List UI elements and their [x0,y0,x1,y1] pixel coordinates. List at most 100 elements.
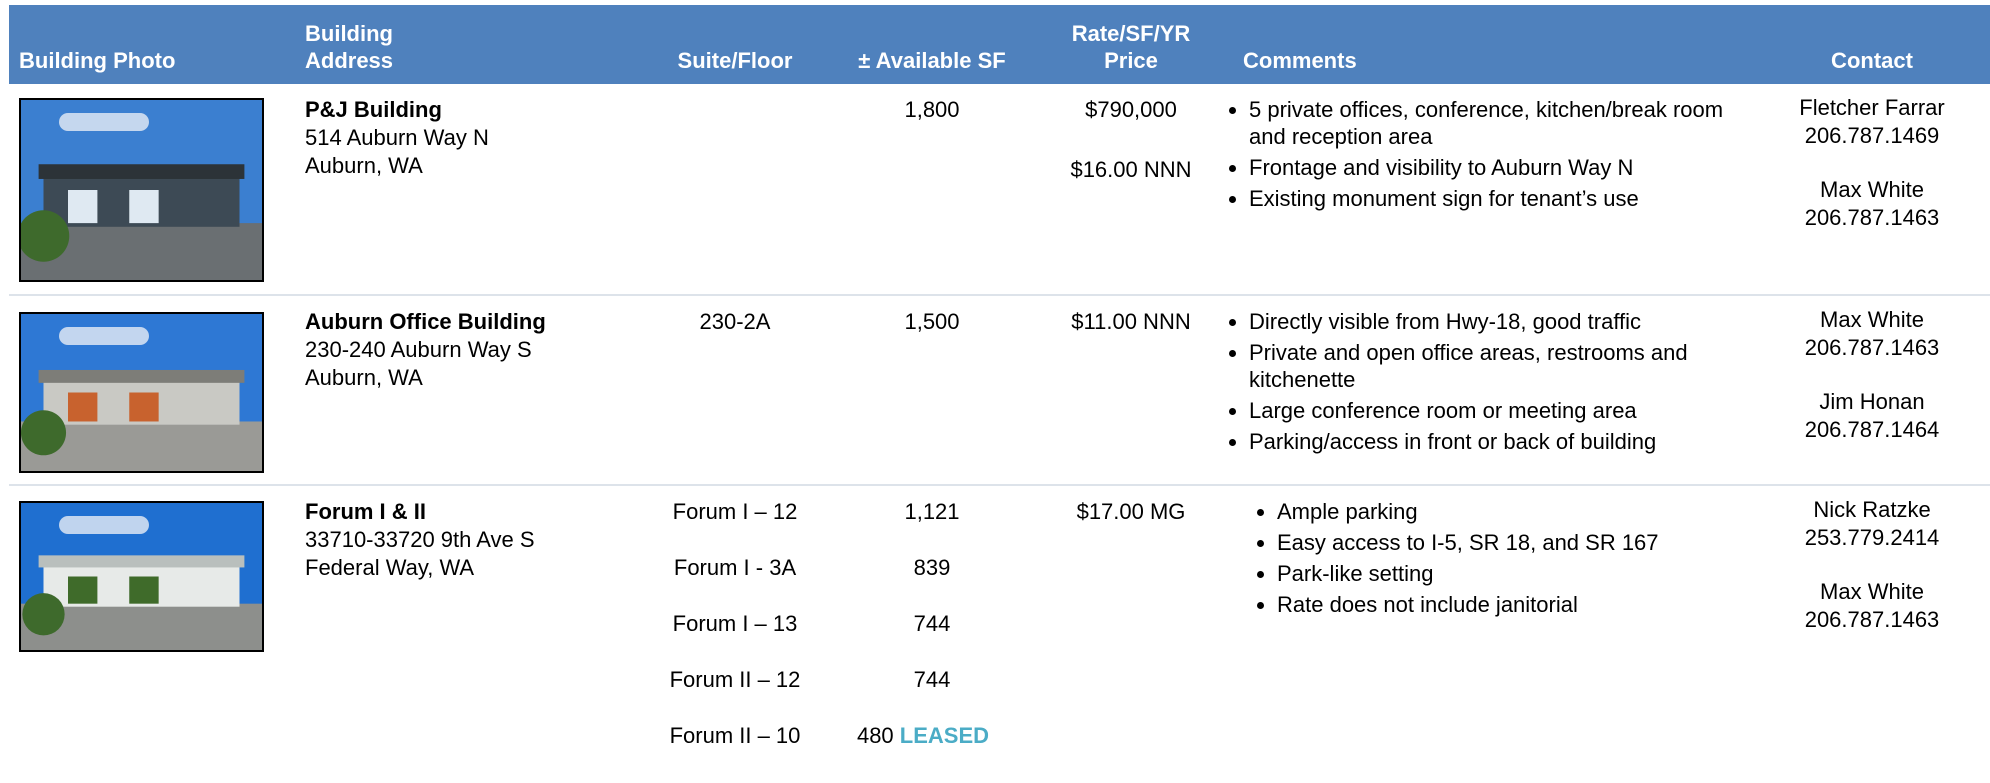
comment: Private and open office areas, restrooms… [1249,339,1741,393]
available-sf: 1,121 [904,498,959,526]
suite: Forum I - 3A [674,554,796,582]
sf-value: 480 [857,723,894,748]
header-cell: Contact [1831,47,1913,74]
comment-list: Ample parking Easy access to I-5, SR 18, … [1243,498,1753,618]
header-text: Building Photo [19,47,175,74]
header-text: ± Available SF [858,47,1005,74]
rate: $17.00 MG [1077,498,1186,526]
building-photo [19,312,264,473]
sf-value: 839 [914,555,951,580]
contact-name: Max White [1799,176,1944,204]
header-text: Building [305,20,393,47]
detail [68,393,97,422]
building-photo [19,501,264,652]
suite: Forum I – 13 [673,610,798,638]
address-line: Federal Way, WA [305,554,535,582]
address-cell: P&J Building514 Auburn Way NAuburn, WA [305,96,489,180]
address-line: 33710-33720 9th Ave S [305,526,535,554]
comment: Rate does not include janitorial [1277,591,1753,618]
detail [129,393,158,422]
comment: Directly visible from Hwy-18, good traff… [1249,308,1741,335]
available-sf: 1,800 [904,96,959,124]
comment: 5 private offices, conference, kitchen/b… [1249,96,1741,150]
roof [39,164,245,179]
comment: Ample parking [1277,498,1753,525]
available-sf: 744 [914,610,951,638]
unit-status: LEASED [900,723,989,748]
contact-name: Fletcher Farrar [1799,94,1944,122]
contact-phone: 206.787.1463 [1805,606,1940,634]
comment: Easy access to I-5, SR 18, and SR 167 [1277,529,1753,556]
contact-phone: 206.787.1463 [1805,334,1940,362]
page: Building Photo BuildingAddress Suite/Floor… [0,0,1990,783]
comments-cell: Ample parking Easy access to I-5, SR 18, … [1243,498,1753,622]
header-text: Suite/Floor [678,47,793,74]
tree [21,410,66,455]
contact-name: Jim Honan [1805,388,1940,416]
suite: Forum II – 10 [670,722,801,750]
header-text: Contact [1831,47,1913,74]
address-line: 514 Auburn Way N [305,124,489,152]
comment-list: Directly visible from Hwy-18, good traff… [1231,308,1741,455]
rate: $16.00 NNN [1070,156,1191,184]
detail [129,190,158,223]
detail [68,190,97,223]
comments-cell: Directly visible from Hwy-18, good traff… [1231,308,1741,459]
header-cell: ± Available SF [858,47,1005,74]
header-cell: Rate/SF/YRPrice [1072,20,1191,74]
sf-value: 1,500 [904,309,959,334]
available-sf: 480 LEASED [857,722,989,750]
comment-list: 5 private offices, conference, kitchen/b… [1231,96,1741,212]
contact-name: Max White [1805,578,1940,606]
rate: $790,000 [1085,96,1177,124]
address-line: Auburn, WA [305,152,489,180]
address-line: Auburn, WA [305,364,546,392]
contact-phone: 206.787.1469 [1799,122,1944,150]
detail [129,577,158,604]
tree [22,593,64,635]
tree [19,210,69,262]
header-text: Address [305,47,393,74]
address-line: 230-240 Auburn Way S [305,336,546,364]
table-row: Auburn Office Building230-240 Auburn Way… [9,296,1990,486]
comment: Existing monument sign for tenant’s use [1249,185,1741,212]
header-cell: Building Photo [19,47,175,74]
comment: Large conference room or meeting area [1249,397,1741,424]
contact-phone: 253.779.2414 [1805,524,1940,552]
header-text: Price [1072,47,1191,74]
detail [68,577,97,604]
sf-value: 744 [914,667,951,692]
building-name: Auburn Office Building [305,308,546,336]
available-sf: 839 [914,554,951,582]
sf-value: 744 [914,611,951,636]
header-cell: Suite/Floor [678,47,793,74]
suite: 230-2A [700,308,771,336]
sf-value: 1,800 [904,97,959,122]
available-sf: 744 [914,666,951,694]
cloud [59,516,149,534]
roof [39,370,245,383]
comment: Park-like setting [1277,560,1753,587]
contact-name: Max White [1805,306,1940,334]
header-text: Comments [1243,47,1357,74]
contact-phone: 206.787.1463 [1799,204,1944,232]
building-name: P&J Building [305,96,489,124]
building-photo [19,98,264,282]
rate: $11.00 NNN [1071,308,1190,336]
building-name: Forum I & II [305,498,535,526]
contact-name: Nick Ratzke [1805,496,1940,524]
available-sf: 1,500 [904,308,959,336]
sf-value: 1,121 [904,499,959,524]
